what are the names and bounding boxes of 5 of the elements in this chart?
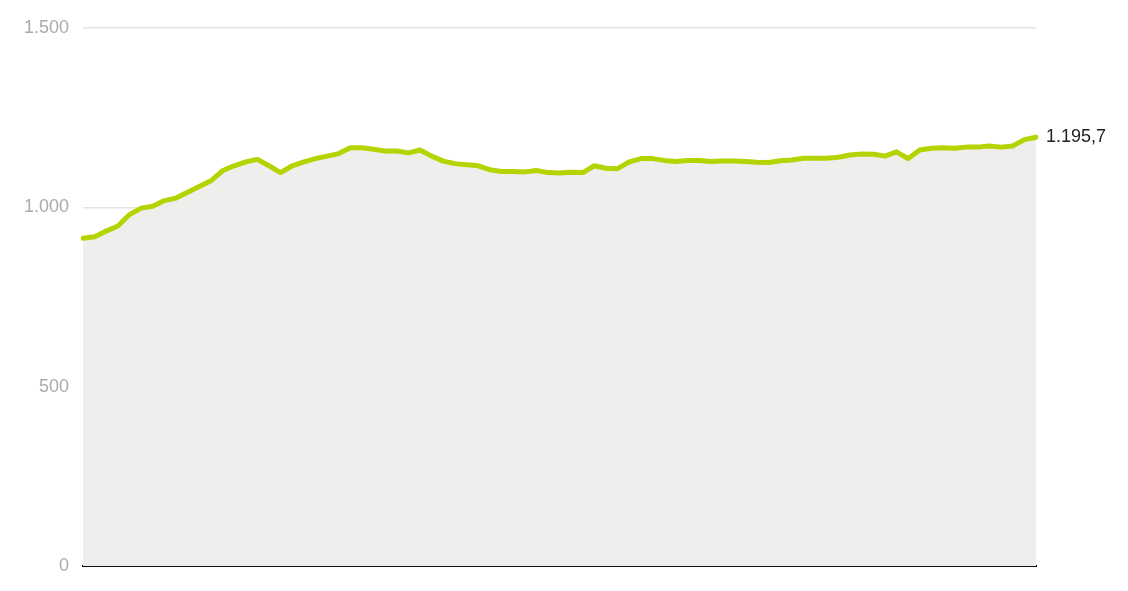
- data-label: 1.195,7: [1046, 126, 1107, 147]
- y-tick-label: 0: [59, 555, 70, 576]
- y-tick-label: 1.000: [24, 196, 70, 217]
- y-tick-label: 500: [39, 375, 70, 396]
- y-tick-label: 1.500: [24, 16, 70, 37]
